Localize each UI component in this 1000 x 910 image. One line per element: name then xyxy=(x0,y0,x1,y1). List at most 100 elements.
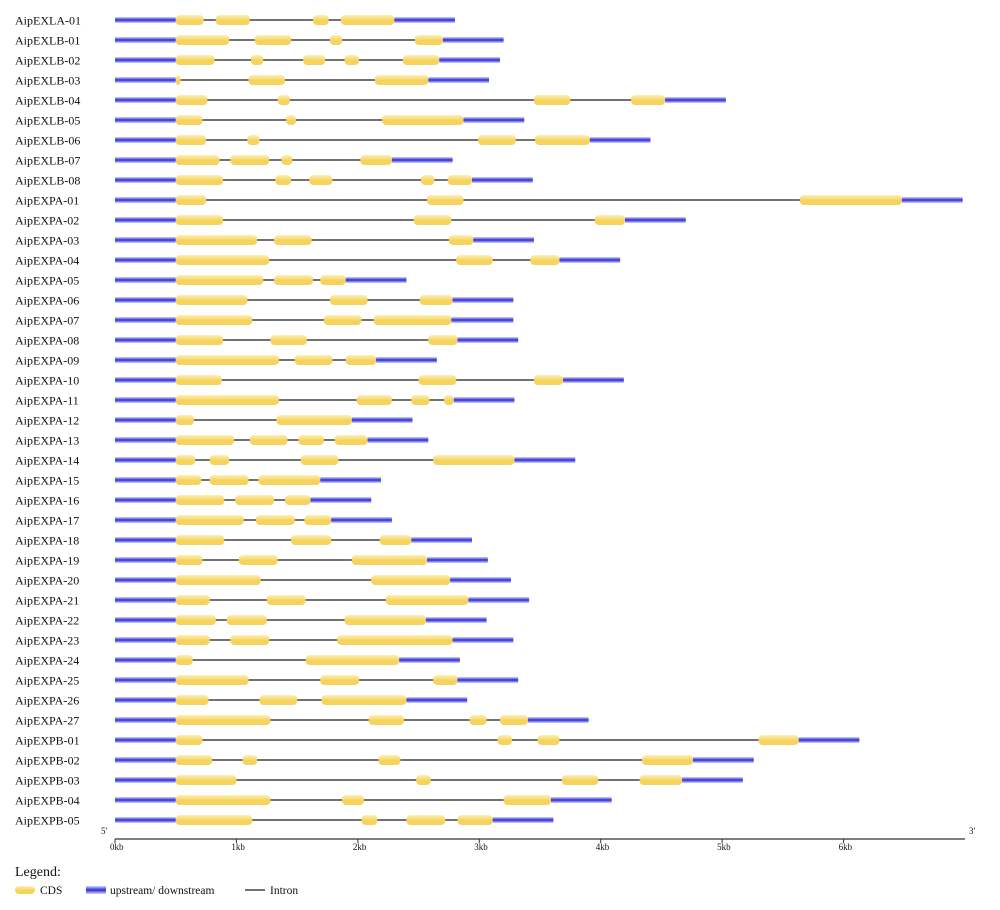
gene-name-label: AipEXPA-26 xyxy=(15,694,79,708)
cds-exon-block xyxy=(274,235,312,245)
bp-scale-axis: 5' 3' 0kb 1kb 2kb 3kb 4kb 5kb 6kb xyxy=(101,826,976,852)
gene-name-label: AipEXPA-09 xyxy=(15,354,79,368)
downstream-utr-block xyxy=(428,77,489,83)
gene-track: AipEXPA-20 xyxy=(15,574,511,588)
axis-three-prime-label: 3' xyxy=(969,826,976,836)
cds-exon-block xyxy=(799,195,902,205)
cds-exon-block xyxy=(175,395,279,405)
cds-exon-block xyxy=(175,775,237,785)
cds-exon-block xyxy=(469,715,487,725)
downstream-utr-block xyxy=(457,677,519,683)
cds-exon-block xyxy=(374,75,429,85)
cds-exon-block xyxy=(175,795,271,805)
gene-track: AipEXPA-11 xyxy=(15,394,515,408)
gene-track: AipEXPA-02 xyxy=(15,214,686,228)
gene-track: AipEXPA-19 xyxy=(15,554,488,568)
cds-exon-block xyxy=(342,795,364,805)
gene-name-label: AipEXPA-27 xyxy=(15,714,79,728)
gene-name-label: AipEXPB-04 xyxy=(15,794,80,808)
gene-track: AipEXPB-05 xyxy=(15,814,554,828)
upstream-utr-block xyxy=(115,757,176,763)
downstream-utr-block xyxy=(463,117,525,123)
cds-exon-block xyxy=(175,635,210,645)
cds-exon-block xyxy=(274,275,313,285)
cds-exon-block xyxy=(418,375,457,385)
downstream-utr-block xyxy=(625,217,686,223)
gene-track: AipEXLB-03 xyxy=(15,74,489,88)
cds-exon-block xyxy=(175,675,249,685)
upstream-utr-block xyxy=(115,697,176,703)
cds-exon-block xyxy=(175,435,234,445)
cds-exon-block xyxy=(175,235,258,245)
upstream-utr-block xyxy=(115,537,176,543)
downstream-utr-block xyxy=(391,157,453,163)
cds-exon-block xyxy=(385,595,469,605)
cds-exon-block xyxy=(499,715,528,725)
gene-name-label: AipEXPA-05 xyxy=(15,274,79,288)
gene-track: AipEXPA-09 xyxy=(15,354,437,368)
gene-name-label: AipEXPB-02 xyxy=(15,754,80,768)
gene-track: AipEXPA-27 xyxy=(15,714,589,728)
gene-track: AipEXLB-01 xyxy=(15,34,504,48)
gene-name-label: AipEXPA-18 xyxy=(15,534,79,548)
cds-exon-block xyxy=(533,95,571,105)
gene-track: AipEXPA-04 xyxy=(15,254,621,268)
axis-tick-label: 4kb xyxy=(596,842,610,852)
cds-exon-block xyxy=(175,715,271,725)
downstream-utr-block xyxy=(411,537,472,543)
gene-track: AipEXPA-08 xyxy=(15,334,519,348)
upstream-utr-block xyxy=(115,497,176,503)
upstream-utr-block xyxy=(115,217,176,223)
cds-exon-block xyxy=(433,675,458,685)
upstream-utr-block xyxy=(115,77,176,83)
gene-name-label: AipEXPA-14 xyxy=(15,454,79,468)
cds-exon-block xyxy=(175,735,203,745)
axis-tick-label: 2kb xyxy=(353,842,367,852)
upstream-utr-block xyxy=(115,657,176,663)
downstream-utr-block xyxy=(468,597,530,603)
cds-exon-block xyxy=(175,415,194,425)
cds-exon-block xyxy=(175,475,202,485)
cds-exon-block xyxy=(530,255,560,265)
legend-cds-label: CDS xyxy=(40,885,62,897)
upstream-utr-block xyxy=(115,157,176,163)
cds-exon-block xyxy=(285,495,311,505)
upstream-utr-block xyxy=(115,277,176,283)
legend-utr-swatch xyxy=(86,886,106,894)
gene-name-label: AipEXPB-05 xyxy=(15,814,80,828)
axis-ticks: 0kb 1kb 2kb 3kb 4kb 5kb 6kb xyxy=(110,839,853,852)
cds-exon-block xyxy=(255,515,295,525)
cds-exon-block xyxy=(175,155,220,165)
upstream-utr-block xyxy=(115,317,176,323)
cds-exon-block xyxy=(344,615,426,625)
cds-exon-block xyxy=(175,375,222,385)
cds-exon-block xyxy=(175,355,279,365)
cds-exon-block xyxy=(427,195,464,205)
cds-exon-block xyxy=(275,175,292,185)
cds-exon-block xyxy=(631,95,666,105)
gene-track: AipEXPA-10 xyxy=(15,374,624,388)
downstream-utr-block xyxy=(439,57,500,63)
gene-track: AipEXPA-12 xyxy=(15,414,413,428)
downstream-utr-block xyxy=(399,657,460,663)
gene-name-label: AipEXPA-20 xyxy=(15,574,79,588)
upstream-utr-block xyxy=(115,177,176,183)
cds-exon-block xyxy=(594,215,625,225)
cds-exon-block xyxy=(309,175,333,185)
downstream-utr-block xyxy=(457,337,519,343)
cds-exon-block xyxy=(276,415,352,425)
downstream-utr-block xyxy=(425,617,487,623)
cds-exon-block xyxy=(337,635,453,645)
cds-exon-block xyxy=(321,695,407,705)
cds-exon-block xyxy=(329,295,368,305)
upstream-utr-block xyxy=(115,397,176,403)
upstream-utr-block xyxy=(115,557,176,563)
cds-exon-block xyxy=(433,455,515,465)
downstream-utr-block xyxy=(442,37,504,43)
cds-exon-block xyxy=(270,335,307,345)
cds-exon-block xyxy=(351,555,428,565)
downstream-utr-block xyxy=(901,197,963,203)
gene-name-label: AipEXPB-01 xyxy=(15,734,80,748)
cds-exon-block xyxy=(537,735,560,745)
cds-exon-block xyxy=(175,15,204,25)
